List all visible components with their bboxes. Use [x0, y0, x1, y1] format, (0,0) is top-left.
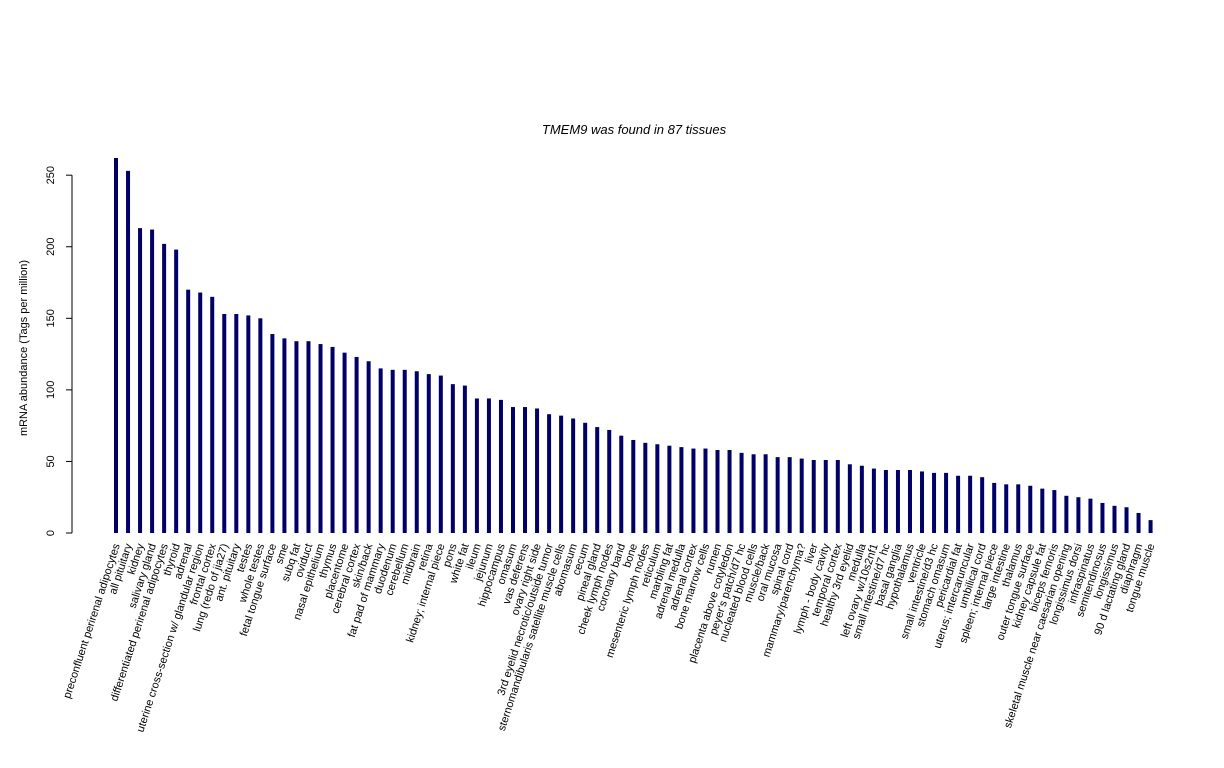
bar — [210, 296, 215, 533]
bar — [547, 414, 552, 533]
bar — [703, 448, 708, 533]
bar — [1136, 512, 1141, 533]
bar — [510, 407, 515, 533]
bar — [559, 415, 564, 533]
bar — [1088, 498, 1093, 533]
bar — [775, 457, 780, 533]
bar — [126, 170, 131, 533]
bar — [583, 422, 588, 533]
bar — [944, 472, 949, 533]
bar — [571, 418, 576, 533]
bar — [763, 454, 768, 533]
bar — [1040, 488, 1045, 533]
bar — [150, 229, 155, 533]
bar — [414, 371, 419, 533]
bar — [342, 352, 347, 533]
bar — [691, 448, 696, 533]
bar — [378, 368, 383, 533]
bar — [956, 475, 961, 533]
bar — [1148, 520, 1153, 533]
bar — [980, 477, 985, 533]
x-tick-label: preconfluent perirenal adipocytes — [61, 542, 123, 700]
bar — [1016, 484, 1021, 533]
bar — [667, 445, 672, 533]
bar — [968, 475, 973, 533]
bar — [186, 289, 191, 533]
bar — [330, 346, 335, 533]
bar — [907, 470, 912, 533]
bar — [270, 334, 275, 533]
bar — [655, 444, 660, 533]
bar — [835, 460, 840, 533]
y-tick-label: 50 — [45, 455, 57, 467]
bar — [138, 228, 143, 533]
bar — [727, 449, 732, 533]
bar — [679, 447, 684, 533]
bar — [871, 468, 876, 533]
bar — [920, 471, 925, 533]
bar — [811, 460, 816, 533]
bar — [715, 449, 720, 533]
bar — [895, 470, 900, 533]
bar — [751, 454, 756, 533]
bar — [1076, 497, 1081, 533]
y-axis-label: mRNA abundance (Tags per million) — [18, 260, 30, 436]
bar — [294, 341, 299, 533]
bar — [234, 314, 239, 533]
bar — [114, 158, 118, 533]
bar — [1100, 502, 1105, 533]
bar — [739, 452, 744, 533]
bar — [643, 442, 648, 533]
bar — [402, 369, 407, 533]
bar — [198, 292, 203, 533]
bar — [450, 384, 455, 533]
bar — [390, 369, 395, 533]
bar — [595, 427, 600, 533]
bar — [992, 482, 997, 533]
bar — [1124, 507, 1129, 533]
bar — [619, 435, 624, 533]
bar — [607, 429, 612, 533]
bar — [222, 314, 227, 533]
bar — [318, 344, 323, 533]
bar — [174, 249, 179, 533]
chart-title: TMEM9 was found in 87 tissues — [542, 122, 727, 137]
bar — [1064, 495, 1069, 533]
bar — [366, 361, 371, 533]
bar — [1028, 485, 1033, 533]
bar — [282, 338, 287, 533]
bar — [354, 356, 359, 533]
bar — [631, 439, 636, 533]
bar — [859, 465, 864, 533]
bar — [535, 408, 540, 533]
bar — [799, 458, 804, 533]
bar — [306, 341, 311, 533]
bar — [438, 375, 443, 533]
y-tick-label: 100 — [45, 381, 57, 399]
bar — [462, 385, 467, 533]
bar — [258, 318, 263, 533]
bar — [246, 315, 251, 533]
bar — [1004, 484, 1009, 533]
bar — [1112, 505, 1117, 533]
bar — [823, 460, 828, 533]
bar — [847, 464, 852, 533]
y-tick-label: 150 — [45, 309, 57, 327]
bar — [486, 398, 491, 533]
bar — [498, 399, 503, 533]
bar — [426, 374, 431, 533]
y-tick-label: 200 — [45, 238, 57, 256]
bar — [932, 472, 937, 533]
bar — [523, 407, 528, 533]
y-tick-label: 250 — [45, 166, 57, 184]
bar — [1052, 490, 1057, 533]
bar — [883, 470, 888, 533]
y-tick-label: 0 — [45, 530, 57, 536]
bar — [787, 457, 792, 533]
bar — [162, 243, 167, 533]
bar — [474, 398, 479, 533]
